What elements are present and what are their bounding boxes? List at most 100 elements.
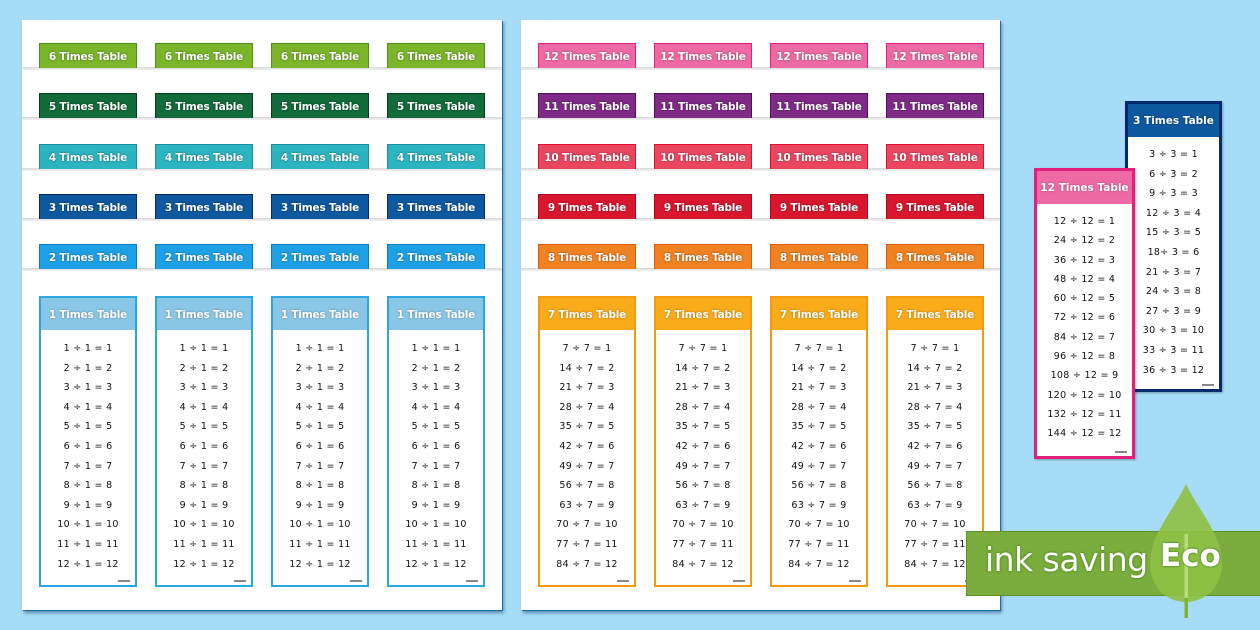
division-fact: 6 ÷ 1 = 6: [63, 440, 113, 452]
division-fact: 77 ÷ 7 = 11: [904, 538, 966, 550]
division-fact: 18÷ 3 = 6: [1147, 246, 1200, 258]
page-edge-shadow: [521, 117, 1000, 121]
division-fact: 11 ÷ 1 = 11: [289, 538, 351, 550]
division-fact: 6 ÷ 3 = 2: [1149, 168, 1198, 180]
stacked-page-strip: 12 Times Table 12 Times Table 12 Times Tab…: [521, 20, 1000, 70]
times-table-tab: 9 Times Table: [654, 193, 752, 219]
division-fact: 56 ÷ 7 = 8: [791, 480, 847, 492]
division-fact: 3 ÷ 1 = 3: [63, 382, 113, 394]
times-table-tab: 5 Times Table: [271, 93, 369, 119]
division-fact: 108 ÷ 12 = 9: [1050, 370, 1119, 382]
division-fact: 8 ÷ 1 = 8: [295, 480, 345, 492]
card-rows: 1 ÷ 1 = 1 2 ÷ 1 = 2 3 ÷ 1 = 3 4 ÷ 1 = 4 5 ÷ …: [389, 330, 483, 574]
division-fact: 35 ÷ 7 = 5: [791, 421, 847, 433]
times-table-card: 7 Times Table 7 ÷ 7 = 1 14 ÷ 7 = 2 21 ÷ 7 =…: [538, 296, 636, 587]
division-fact: 63 ÷ 7 = 9: [907, 499, 963, 511]
times-table-card: 1 Times Table 1 ÷ 1 = 1 2 ÷ 1 = 2 3 ÷ 1 = 3…: [39, 296, 137, 587]
times-table-tab: 2 Times Table: [39, 244, 137, 270]
division-fact: 7 ÷ 7 = 1: [794, 343, 844, 354]
card-header: 7 Times Table: [540, 298, 634, 330]
division-fact: 5 ÷ 1 = 5: [63, 421, 113, 433]
division-fact: 9 ÷ 1 = 9: [295, 499, 345, 511]
division-fact: 42 ÷ 7 = 6: [559, 440, 615, 452]
division-fact: 1 ÷ 1 = 1: [63, 343, 113, 354]
division-fact: 42 ÷ 7 = 6: [675, 440, 731, 452]
stacked-page-strip: 4 Times Table 4 Times Table 4 Times Table 4…: [22, 121, 502, 171]
division-fact: 12 ÷ 1 = 12: [405, 558, 467, 570]
division-fact: 15 ÷ 3 = 5: [1145, 227, 1202, 239]
division-fact: 8 ÷ 1 = 8: [179, 480, 229, 492]
division-fact: 63 ÷ 7 = 9: [559, 499, 615, 511]
card-rows: 7 ÷ 7 = 1 14 ÷ 7 = 2 21 ÷ 7 = 3 28 ÷ 7 = 4 3…: [656, 330, 750, 574]
division-fact: 5 ÷ 1 = 5: [411, 421, 461, 433]
times-table-card: 7 Times Table 7 ÷ 7 = 1 14 ÷ 7 = 2 21 ÷ 7 =…: [654, 296, 752, 587]
page-edge-shadow: [22, 268, 502, 272]
times-table-tab: 4 Times Table: [39, 143, 137, 169]
leaf-icon: [1150, 484, 1222, 618]
division-fact: 21 ÷ 7 = 3: [791, 382, 847, 394]
division-fact: 4 ÷ 1 = 4: [295, 401, 345, 413]
footer-mark: [350, 580, 362, 582]
page-edge-shadow: [22, 217, 502, 221]
page-edge-shadow: [521, 268, 1000, 272]
division-fact: 3 ÷ 1 = 3: [179, 382, 229, 394]
footer-mark: [733, 580, 745, 582]
times-table-tab: 6 Times Table: [271, 43, 369, 68]
division-fact: 56 ÷ 7 = 8: [675, 480, 731, 492]
times-table-tab: 5 Times Table: [155, 93, 253, 119]
card-header: 7 Times Table: [888, 298, 982, 330]
times-table-tab: 12 Times Table: [886, 43, 984, 68]
division-fact: 11 ÷ 1 = 11: [405, 538, 467, 550]
division-fact: 77 ÷ 7 = 11: [788, 538, 850, 550]
ink-saving-label: ink saving: [985, 540, 1148, 579]
stacked-page-strip: 9 Times Table 9 Times Table 9 Times Table 9…: [521, 171, 1000, 221]
card-rows: 12 ÷ 12 = 1 24 ÷ 12 = 2 36 ÷ 12 = 3 48 ÷ 12…: [1037, 204, 1132, 444]
division-fact: 5 ÷ 1 = 5: [179, 421, 229, 433]
times-table-tab: 12 Times Table: [654, 43, 752, 68]
division-fact: 12 ÷ 3 = 4: [1145, 207, 1202, 219]
division-fact: 56 ÷ 7 = 8: [559, 480, 615, 492]
division-fact: 48 ÷ 12 = 4: [1053, 273, 1116, 285]
footer-mark: [849, 580, 861, 582]
division-fact: 14 ÷ 7 = 2: [791, 362, 847, 374]
times-table-card: 1 Times Table 1 ÷ 1 = 1 2 ÷ 1 = 2 3 ÷ 1 = 3…: [155, 296, 253, 587]
division-fact: 10 ÷ 1 = 10: [405, 519, 467, 531]
division-fact: 2 ÷ 1 = 2: [63, 362, 113, 374]
times-table-tab: 3 Times Table: [39, 193, 137, 219]
times-table-tab: 9 Times Table: [886, 193, 984, 219]
division-fact: 7 ÷ 7 = 1: [562, 343, 612, 354]
page-edge-shadow: [22, 167, 502, 171]
division-fact: 77 ÷ 7 = 11: [672, 538, 734, 550]
division-fact: 1 ÷ 1 = 1: [295, 343, 345, 354]
division-fact: 24 ÷ 12 = 2: [1053, 235, 1116, 247]
card-header: 1 Times Table: [389, 298, 483, 330]
times-table-tab: 12 Times Table: [538, 43, 636, 68]
division-fact: 3 ÷ 1 = 3: [295, 382, 345, 394]
times-table-tab: 3 Times Table: [387, 193, 485, 219]
division-fact: 33 ÷ 3 = 11: [1142, 344, 1205, 356]
card-header: 1 Times Table: [41, 298, 135, 330]
card-rows: 3 ÷ 3 = 1 6 ÷ 3 = 2 9 ÷ 3 = 3 12 ÷ 3 = 4 15 …: [1128, 137, 1219, 380]
stacked-page-strip: 6 Times Table 6 Times Table 6 Times Table 6…: [22, 20, 502, 70]
footer-mark: [466, 580, 478, 582]
division-fact: 70 ÷ 7 = 10: [904, 519, 966, 531]
card-header: 3 Times Table: [1128, 104, 1219, 137]
card-header: 7 Times Table: [656, 298, 750, 330]
times-table-tab: 5 Times Table: [387, 93, 485, 119]
division-fact: 9 ÷ 1 = 9: [179, 499, 229, 511]
division-fact: 5 ÷ 1 = 5: [295, 421, 345, 433]
division-fact: 21 ÷ 7 = 3: [907, 382, 963, 394]
division-fact: 49 ÷ 7 = 7: [907, 460, 963, 472]
preview-card-3-times: 3 Times Table 3 ÷ 3 = 1 6 ÷ 3 = 2 9 ÷ 3 = …: [1125, 101, 1222, 392]
division-fact: 70 ÷ 7 = 10: [556, 519, 618, 531]
division-fact: 12 ÷ 1 = 12: [173, 558, 235, 570]
division-fact: 3 ÷ 3 = 1: [1149, 149, 1198, 160]
card-rows: 1 ÷ 1 = 1 2 ÷ 1 = 2 3 ÷ 1 = 3 4 ÷ 1 = 4 5 ÷ …: [157, 330, 251, 574]
times-table-tab: 10 Times Table: [770, 143, 868, 169]
times-table-tab: 8 Times Table: [654, 244, 752, 270]
times-table-tab: 6 Times Table: [387, 43, 485, 68]
division-fact: 9 ÷ 1 = 9: [63, 499, 113, 511]
page-edge-shadow: [521, 167, 1000, 171]
division-fact: 21 ÷ 7 = 3: [559, 382, 615, 394]
division-fact: 35 ÷ 7 = 5: [907, 421, 963, 433]
